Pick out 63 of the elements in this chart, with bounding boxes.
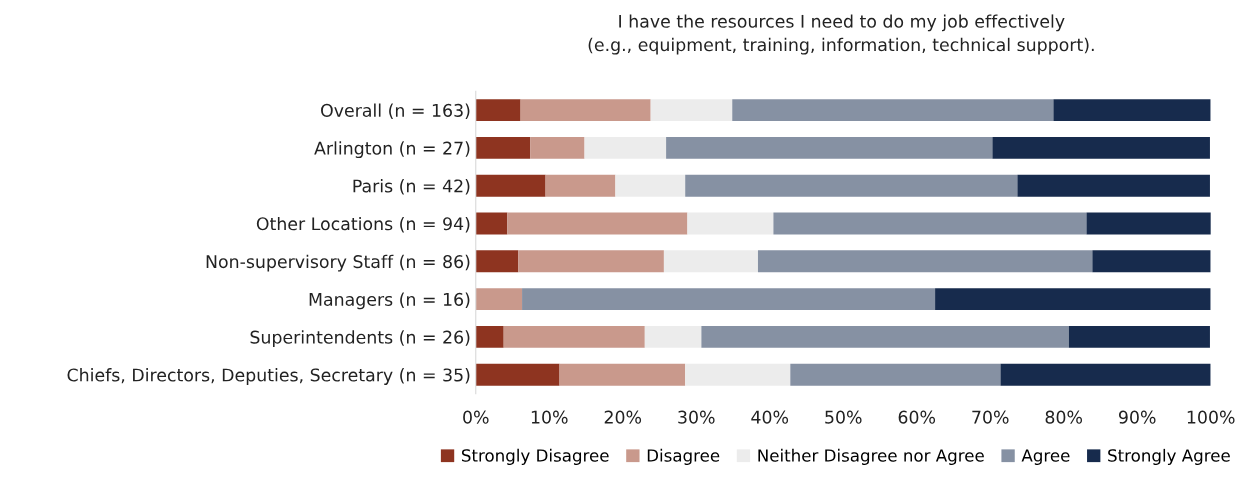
x-tick-label: 40% <box>751 410 789 424</box>
bar <box>507 212 688 235</box>
bar <box>475 325 504 348</box>
bar <box>701 325 1069 348</box>
x-tick-label: 30% <box>678 410 715 424</box>
bar <box>757 250 1093 273</box>
bar <box>992 136 1210 159</box>
bar <box>1053 99 1211 122</box>
chart-title: I have the resources I need to do my job effectively (e.g., equipment, training, information, technical support). <box>588 14 1094 55</box>
bar <box>687 212 774 235</box>
bar <box>522 288 936 311</box>
y-tick-label: Managers (n = 16) <box>309 292 470 310</box>
bar <box>475 99 521 122</box>
bar <box>520 99 651 122</box>
x-tick-label: 70% <box>972 410 1009 424</box>
y-tick-label: Chiefs, Directors, Deputies, Secretary (n = 35) <box>67 368 470 385</box>
y-tick-label: Paris (n = 42) <box>353 179 470 195</box>
legend-label: Agree <box>1021 449 1070 465</box>
y-tick-label: Arlington (n = 27) <box>314 141 470 159</box>
legend-label: Strongly Disagree <box>461 448 609 465</box>
bar <box>475 363 560 386</box>
bar <box>650 99 733 122</box>
bar <box>935 288 1211 311</box>
bar <box>1068 325 1210 348</box>
bar <box>644 325 702 348</box>
bar <box>530 136 585 159</box>
x-tick-label: 50% <box>825 410 862 424</box>
bar <box>475 212 508 235</box>
legend-label: Strongly Agree <box>1108 448 1230 465</box>
x-tick-label: 20% <box>604 410 642 424</box>
y-tick-label: Overall (n = 163) <box>321 103 470 119</box>
bar <box>475 136 531 159</box>
bar <box>685 363 791 386</box>
x-tick-label: 0% <box>463 410 489 424</box>
bar <box>475 288 523 311</box>
bar <box>1000 363 1211 386</box>
bar <box>475 250 519 273</box>
bar <box>1092 250 1211 273</box>
bar <box>732 99 1054 122</box>
bar <box>1086 212 1211 235</box>
y-tick-label: Superintendents (n = 26) <box>250 330 470 348</box>
y-tick-label: Other Locations (n = 94) <box>256 216 470 233</box>
bar <box>663 250 758 273</box>
bar <box>666 136 993 159</box>
x-tick-label: 10% <box>531 410 568 424</box>
legend-label: Disagree <box>647 448 720 465</box>
bar <box>545 174 616 197</box>
bar <box>790 363 1001 386</box>
bar <box>773 212 1087 235</box>
bar <box>1017 174 1210 197</box>
bar <box>518 250 664 273</box>
bar <box>475 174 546 197</box>
bar <box>584 136 667 159</box>
x-tick-label: 80% <box>1045 410 1083 424</box>
bar <box>559 363 686 386</box>
y-tick-label: Non-supervisory Staff (n = 86) <box>206 254 470 272</box>
legend-label: Neither Disagree nor Agree <box>758 448 984 465</box>
x-tick-label: 60% <box>898 410 936 424</box>
x-tick-label: 90% <box>1118 410 1156 424</box>
x-tick-label: 100% <box>1187 410 1235 424</box>
bar <box>503 325 645 348</box>
bar <box>615 174 686 197</box>
bar <box>685 174 1018 197</box>
